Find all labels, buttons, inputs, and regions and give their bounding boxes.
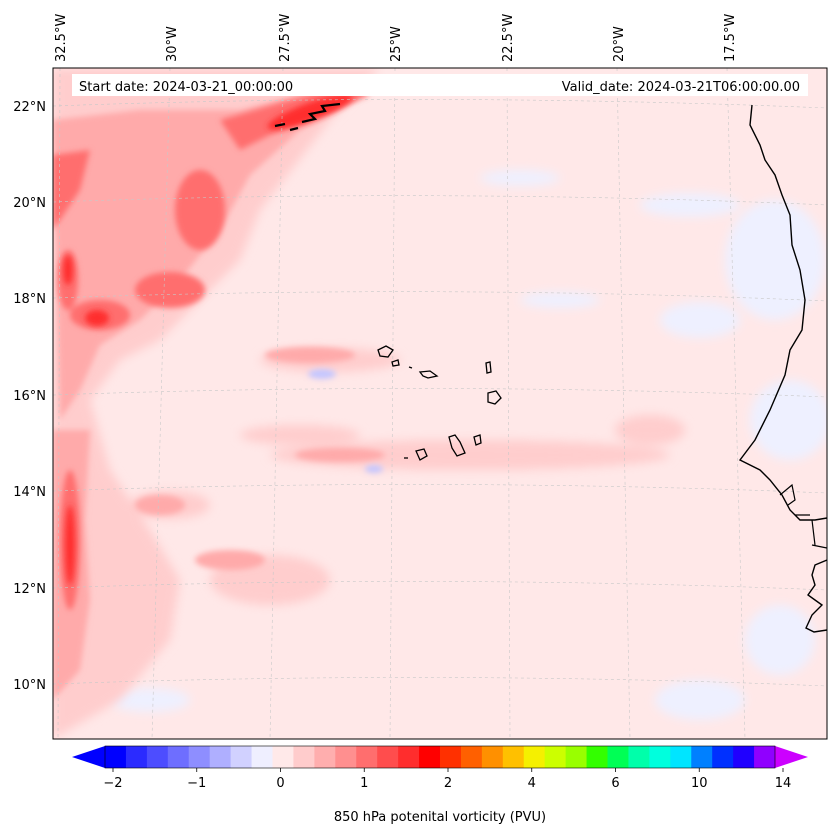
senegal-border (779, 483, 827, 549)
colorbar-cell (251, 746, 274, 768)
colorbar-cell (565, 746, 588, 768)
negative-pv-patches (110, 170, 827, 720)
colorbar-cell (460, 746, 483, 768)
map-frame (52, 67, 828, 740)
colorbar: −2 −1 0 1 2 4 6 10 14 850 hPa potenital vorticit… (72, 745, 808, 825)
colorbar-tick-label: 4 (528, 776, 536, 791)
valid-date-text: Valid_date: 2024-03-21T06:00:00.00 (562, 80, 800, 95)
colorbar-cell (586, 746, 609, 768)
colorbar-tick-label: −1 (187, 776, 206, 791)
colorbar-cell (398, 746, 420, 768)
colorbar-tick-label: 1 (360, 776, 368, 791)
colorbar-cell (733, 746, 755, 768)
jet-contour-outline (274, 102, 341, 132)
colorbar-tick-label: 2 (444, 776, 452, 791)
lon-label: 17.5°W (723, 14, 738, 62)
lon-label: 27.5°W (278, 14, 293, 62)
colorbar-tick-label: 10 (691, 776, 708, 791)
latitude-labels: 22°N 20°N 18°N 16°N 14°N 12°N 10°N (13, 100, 46, 693)
colorbar-cell (209, 746, 232, 768)
colorbar-tick-label: −2 (103, 776, 122, 791)
lat-label: 20°N (13, 196, 46, 211)
colorbar-cell (356, 746, 378, 768)
colorbar-cells (105, 746, 776, 768)
africa-coastline-south (805, 559, 827, 633)
colorbar-cell (670, 746, 692, 768)
colorbar-cell (712, 746, 734, 768)
colorbar-cell (105, 746, 127, 768)
colorbar-cell (440, 746, 462, 768)
colorbar-cell (377, 746, 399, 768)
lat-label: 18°N (13, 292, 46, 307)
lat-label: 10°N (13, 678, 46, 693)
lat-label: 14°N (13, 485, 46, 500)
colorbar-label: 850 hPa potenital vorticity (PVU) (334, 810, 546, 825)
colorbar-cell (607, 746, 630, 768)
gridlines (53, 68, 827, 739)
colorbar-cell (314, 746, 336, 768)
lon-label: 25°W (389, 26, 404, 62)
colorbar-cell (125, 746, 148, 768)
map-panel (53, 68, 827, 739)
colorbar-cell (649, 746, 671, 768)
lat-label: 16°N (13, 389, 46, 404)
colorbar-cell (691, 746, 713, 768)
colorbar-cell (502, 746, 525, 768)
cape-verde-islands (377, 345, 502, 461)
lat-label: 12°N (13, 582, 46, 597)
colorbar-ticks: −2 −1 0 1 2 4 6 10 14 (103, 768, 791, 791)
colorbar-cell (188, 746, 211, 768)
colorbar-cell (230, 746, 253, 768)
colorbar-cell (523, 746, 546, 768)
longitude-labels: 32.5°W 30°W 27.5°W 25°W 22.5°W 20°W 17.5… (54, 14, 738, 62)
pv-intense-red (63, 94, 353, 585)
colorbar-cell (419, 746, 441, 768)
colorbar-extend-high (775, 746, 808, 768)
colorbar-tick-label: 14 (775, 776, 792, 791)
colorbar-cell (754, 746, 776, 768)
colorbar-cell (335, 746, 357, 768)
pv-blue-spots (308, 369, 383, 473)
africa-coastline (738, 104, 827, 521)
lon-label: 22.5°W (501, 14, 516, 62)
colorbar-cell (272, 746, 295, 768)
header-band (72, 74, 808, 96)
colorbar-cell (628, 746, 650, 768)
lon-label: 32.5°W (54, 14, 69, 62)
lon-label: 20°W (612, 26, 627, 62)
colorbar-cell (481, 746, 504, 768)
colorbar-tick-label: 6 (611, 776, 619, 791)
colorbar-cell (167, 746, 190, 768)
colorbar-extend-low (72, 746, 105, 768)
lon-label: 30°W (165, 26, 180, 62)
colorbar-frame (104, 745, 776, 769)
start-date-text: Start date: 2024-03-21_00:00:00 (79, 80, 293, 95)
lat-label: 22°N (13, 100, 46, 115)
colorbar-cell (544, 746, 567, 768)
colorbar-tick-label: 0 (276, 776, 284, 791)
colorbar-cell (146, 746, 169, 768)
colorbar-cell (293, 746, 315, 768)
